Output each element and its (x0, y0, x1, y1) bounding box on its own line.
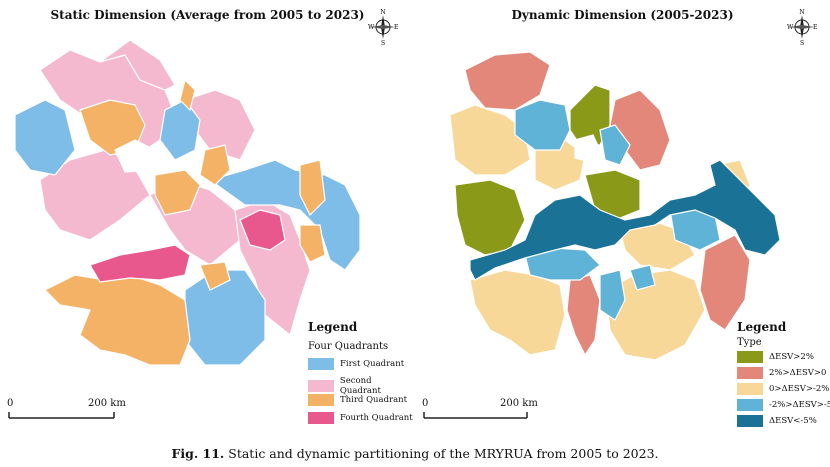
legend-label: 2%>ΔESV>0 (769, 368, 827, 378)
dynamic-legend-item: ΔESV>2% (737, 351, 814, 363)
scale-zero-label: 0 (422, 398, 429, 409)
region-b1 (449, 104, 531, 176)
compass-w: W (368, 24, 375, 31)
dynamic-map-regions (449, 51, 781, 361)
svg-text:N: N (799, 9, 804, 16)
static-map-regions (14, 39, 361, 366)
static-legend-item: Third Quadrant (308, 394, 407, 406)
region-l1 (514, 99, 571, 151)
region-t1 (79, 99, 146, 156)
static-legend-title: Legend (308, 320, 358, 334)
static-legend-subtitle: Four Quadrants (308, 341, 389, 352)
dynamic-dimension-map-panel: Dynamic Dimension (2005-2023) N S W E (415, 0, 830, 430)
dynamic-legend-item: ΔESV<-5% (737, 415, 817, 427)
legend-swatch (308, 394, 334, 406)
region-f1 (14, 99, 76, 176)
scale-distance-label: 200 km (500, 398, 538, 409)
legend-label: Second Quadrant (339, 376, 381, 396)
legend-label: Third Quadrant (340, 395, 408, 405)
region-s6 (99, 39, 176, 91)
north-arrow-icon: N S W E (368, 8, 398, 47)
region-f4 (184, 269, 266, 366)
dynamic-legend-title: Legend (737, 320, 787, 334)
region-t3 (154, 169, 201, 216)
region-t7 (199, 261, 231, 291)
scale-bar (8, 412, 115, 419)
region-s2 (39, 149, 151, 241)
dynamic-legend-item: -2%>ΔESV>-5% (737, 399, 830, 411)
dynamic-map-title: Dynamic Dimension (2005-2023) (511, 8, 734, 22)
legend-label: -2%>ΔESV>-5% (769, 400, 830, 410)
compass-s: S (381, 40, 385, 46)
region-b4 (469, 269, 566, 356)
region-o1 (454, 179, 526, 256)
figure-caption-text: Static and dynamic partitioning of the M… (224, 446, 659, 461)
static-legend-item: First Quadrant (308, 358, 404, 370)
svg-text:S: S (800, 40, 804, 46)
scale-bar (423, 412, 528, 419)
region-t5 (299, 159, 326, 217)
scale-distance-label: 200 km (88, 398, 126, 409)
legend-label: First Quadrant (340, 359, 405, 369)
svg-text:E: E (813, 24, 817, 31)
legend-swatch (308, 358, 334, 370)
compass-e: E (394, 24, 398, 31)
dynamic-legend-item: 2%>ΔESV>0 (737, 367, 826, 379)
static-legend-item: Second Quadrant (308, 376, 415, 396)
region-hole (574, 134, 601, 163)
legend-swatch (737, 367, 763, 379)
region-t8 (43, 274, 191, 366)
region-a4 (566, 274, 601, 357)
figure-label: Fig. 11. (171, 446, 225, 461)
legend-swatch (308, 380, 334, 392)
region-a1 (464, 51, 551, 111)
legend-label: 0>ΔESV>-2% (769, 384, 830, 394)
legend-swatch (308, 412, 334, 424)
legend-swatch (737, 415, 763, 427)
static-dimension-map-panel: Static Dimension (Average from 2005 to 2… (0, 0, 415, 430)
legend-swatch (737, 383, 763, 395)
region-q2 (239, 209, 286, 251)
legend-label: ΔESV<-5% (769, 416, 817, 426)
region-l6 (629, 264, 656, 291)
region-a3 (699, 234, 751, 331)
legend-label: Fourth Quadrant (340, 413, 413, 423)
compass-n: N (380, 9, 385, 16)
region-hole (114, 139, 156, 173)
figure-caption: Fig. 11. Static and dynamic partitioning… (0, 446, 830, 461)
region-t6 (299, 224, 326, 263)
region-d1 (469, 159, 781, 281)
region-l2 (599, 124, 631, 166)
svg-text:W: W (787, 24, 794, 31)
legend-swatch (737, 399, 763, 411)
region-t4 (199, 144, 231, 186)
static-map-title: Static Dimension (Average from 2005 to 2… (50, 8, 365, 22)
region-q1 (89, 244, 191, 283)
region-b5 (604, 269, 706, 361)
region-l5 (599, 269, 626, 321)
dynamic-legend-item: 0>ΔESV>-2% (737, 383, 829, 395)
static-legend-item: Fourth Quadrant (308, 412, 413, 424)
dynamic-legend-subtitle: Type (737, 337, 762, 348)
north-arrow-icon: N S W E (787, 8, 817, 47)
scale-zero-label: 0 (7, 398, 14, 409)
legend-swatch (737, 351, 763, 363)
region-t2 (179, 78, 196, 112)
legend-label: ΔESV>2% (769, 352, 814, 362)
